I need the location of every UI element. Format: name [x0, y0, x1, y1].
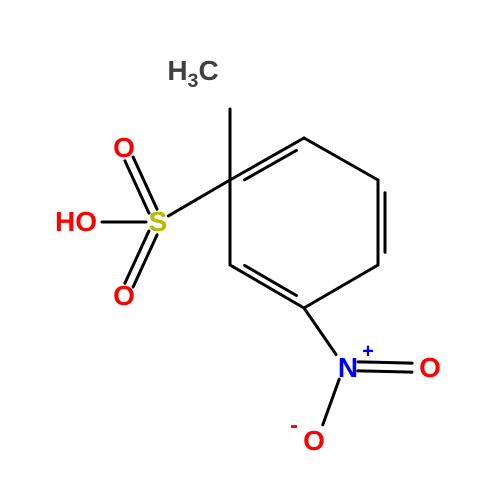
atom-label-s: S — [149, 206, 168, 238]
atom-label-o1: O — [113, 132, 135, 164]
atom-label-nplus: + — [362, 341, 374, 364]
atom-label-o4: O — [303, 425, 325, 457]
atom-label-ho: HO — [55, 206, 97, 238]
atom-label-ominus: - — [290, 412, 298, 440]
atom-label-o2: O — [113, 280, 135, 312]
atom-label-ch3: H3C — [167, 55, 218, 93]
atom-label-o3: O — [419, 352, 441, 384]
molecule-diagram — [0, 0, 500, 500]
atom-label-n: N — [338, 352, 358, 384]
